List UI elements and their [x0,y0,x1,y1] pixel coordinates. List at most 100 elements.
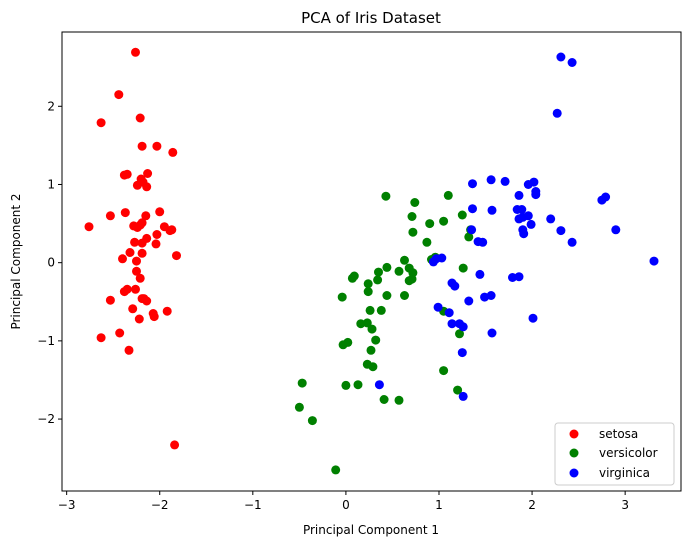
point-setosa [152,230,162,239]
point-setosa [132,266,141,276]
point-virginica [523,211,533,221]
plot-frame [61,31,682,492]
point-virginica [486,175,496,185]
point-virginica [467,225,477,235]
point-virginica [649,256,659,266]
point-virginica [512,205,522,214]
x-tick-label: −2 [151,498,169,512]
point-virginica [514,272,524,282]
point-setosa [135,273,145,283]
y-tick-label: 1 [47,177,55,191]
legend-marker-virginica [569,468,579,478]
point-virginica [447,319,457,329]
point-virginica [475,269,485,279]
point-setosa [105,295,115,305]
y-tick-label: −2 [37,412,55,426]
point-virginica [457,348,467,358]
point-versicolor [337,292,347,302]
point-setosa [84,222,94,232]
point-virginica [500,176,510,186]
point-versicolor [343,337,353,347]
point-setosa [137,141,147,151]
point-setosa [165,226,175,236]
y-tick-label: 2 [47,99,55,113]
point-versicolor [363,279,373,289]
point-versicolor [368,362,378,372]
point-virginica [468,204,477,214]
point-setosa [141,211,151,221]
point-setosa [120,208,130,218]
point-setosa [132,256,141,266]
x-tick-label: 3 [621,498,629,512]
y-tick-label: −1 [37,334,55,348]
point-virginica [458,322,468,332]
point-virginica [523,180,533,189]
point-virginica [611,225,621,235]
point-setosa [155,207,165,217]
y-tick-label: 0 [47,256,55,270]
point-virginica [374,380,384,390]
point-versicolor [400,255,409,265]
legend-label-setosa: setosa [599,427,638,441]
point-virginica [437,253,447,263]
point-setosa [105,211,115,221]
point-versicolor [457,210,467,220]
point-virginica [552,108,562,118]
point-versicolor [367,324,377,334]
point-setosa [132,223,142,232]
point-setosa [172,251,181,261]
x-tick-label: −3 [58,498,76,512]
point-versicolor [371,335,381,345]
point-virginica [556,226,566,236]
point-versicolor [410,198,420,207]
point-versicolor [341,380,351,390]
point-versicolor [376,305,386,315]
x-tick-label: 2 [528,498,536,512]
point-versicolor [455,329,464,339]
point-virginica [444,308,454,318]
point-setosa [168,147,178,157]
point-versicolor [381,191,391,201]
point-versicolor [297,378,307,388]
point-setosa [152,141,162,151]
point-versicolor [425,219,435,229]
point-versicolor [458,263,468,273]
point-versicolor [373,275,383,285]
point-virginica [468,179,477,189]
point-setosa [132,180,142,190]
point-setosa [142,182,152,192]
point-virginica [450,281,460,291]
point-setosa [137,238,147,248]
legend-label-versicolor: versicolor [599,446,658,460]
point-versicolor [307,416,317,426]
x-tick-label: −1 [244,498,262,512]
x-tick-label: 1 [435,498,443,512]
point-setosa [149,312,159,322]
point-versicolor [404,276,414,286]
point-setosa [131,284,140,294]
point-setosa [124,345,134,355]
point-virginica [433,302,443,312]
point-versicolor [453,385,463,395]
point-versicolor [443,190,453,200]
point-setosa [130,237,140,247]
point-virginica [514,190,524,200]
point-versicolor [408,227,418,237]
point-virginica [546,214,556,224]
point-versicolor [464,232,474,242]
chart-title: PCA of Iris Dataset [301,9,441,27]
point-versicolor [394,266,404,276]
point-versicolor [382,291,392,300]
point-versicolor [400,291,409,300]
point-virginica [567,237,577,247]
x-axis-label: Principal Component 1 [303,523,439,537]
point-virginica [464,296,474,306]
point-setosa [125,248,135,257]
point-setosa [134,314,144,324]
point-setosa [137,248,147,258]
point-virginica [519,229,529,239]
legend: setosa versicolor virginica [554,422,675,486]
point-virginica [480,292,490,302]
point-setosa [119,170,129,180]
